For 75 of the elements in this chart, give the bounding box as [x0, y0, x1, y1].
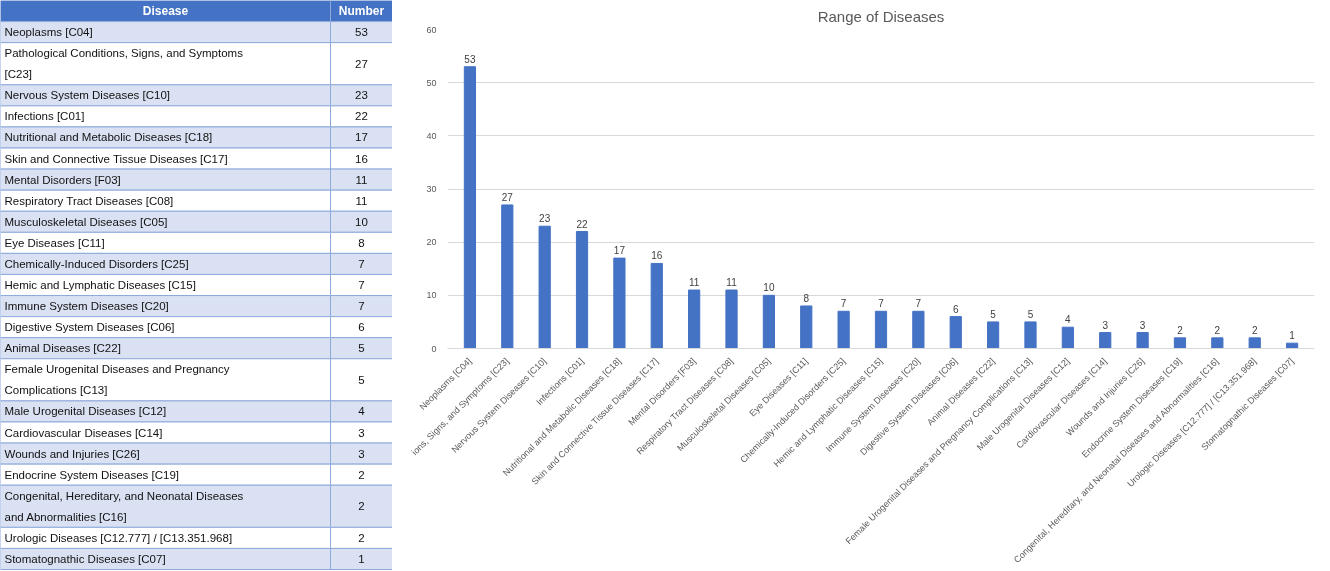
- y-tick-label: 10: [426, 290, 437, 301]
- data-label: 7: [358, 257, 365, 270]
- data-label: 5: [990, 308, 997, 320]
- data-label: 53: [355, 26, 368, 39]
- data-label: 22: [576, 218, 589, 230]
- category-label: Immune System Diseases [C20]: [4, 300, 169, 313]
- category-label: Respiratory Tract Diseases [C08]: [4, 194, 174, 207]
- data-label: 2: [358, 531, 365, 544]
- data-label: 2: [1251, 324, 1258, 336]
- data-label: 7: [840, 298, 847, 310]
- category-label: Musculoskeletal Diseases [C05]: [4, 215, 168, 228]
- category-label: Nutritional and Metabolic Diseases [C18]: [4, 131, 213, 144]
- category-label: Eye Diseases [C11]: [4, 236, 105, 249]
- data-label: 23: [539, 213, 551, 225]
- y-tick-label: 50: [426, 77, 437, 88]
- data-label: 3: [358, 426, 365, 439]
- y-tick-label: 20: [426, 237, 437, 248]
- data-label: 27: [501, 191, 514, 203]
- category-label: Stomatognathic Diseases [C07]: [4, 552, 166, 565]
- data-label: 6: [358, 321, 365, 334]
- category-label: Neoplasms [C04]: [4, 26, 93, 39]
- category-label: Skin and Connective Tissue Diseases [C17]: [4, 152, 228, 165]
- data-label: 53: [464, 53, 476, 65]
- data-label: 2: [1177, 324, 1184, 336]
- data-label: 11: [355, 194, 368, 207]
- data-label: 17: [355, 131, 368, 144]
- data-label: 8: [358, 236, 365, 249]
- category-label: Infections [C01]: [4, 110, 85, 123]
- data-label: 5: [1027, 308, 1034, 320]
- y-tick-label: 60: [426, 24, 437, 35]
- data-label: 3: [1139, 319, 1146, 331]
- category-label: Digestive System Diseases [C06]: [4, 321, 175, 334]
- text: Number: [338, 4, 385, 19]
- data-label: 3: [1102, 319, 1109, 331]
- category-label: Animal Diseases [C22]: [4, 342, 121, 355]
- data-label: 10: [355, 215, 368, 228]
- data-label: 7: [915, 298, 922, 310]
- data-label: 22: [355, 110, 368, 123]
- data-label: 16: [651, 250, 663, 262]
- data-label: 2: [358, 500, 365, 513]
- data-label: 23: [355, 89, 368, 102]
- data-label: 2: [1214, 324, 1221, 336]
- y-tick-label: 30: [426, 184, 437, 194]
- data-label: 5: [358, 373, 365, 386]
- data-label: 8: [803, 292, 810, 304]
- y-tick-label: 40: [426, 130, 437, 141]
- y-tick-label: 0: [431, 343, 437, 354]
- data-label: 11: [726, 277, 738, 289]
- category-label: Nervous System Diseases [C10]: [4, 89, 171, 102]
- category-label: Hemic and Lymphatic Diseases [C15]: [4, 279, 196, 291]
- data-label: 4: [358, 405, 366, 418]
- data-label: 6: [952, 303, 959, 315]
- category-label: Mental Disorders [F03]: [4, 173, 121, 186]
- data-label: 1: [358, 552, 365, 565]
- category-label: Pathological Conditions, Signs, and Symptoms [C23]: [4, 47, 244, 81]
- data-label: 3: [358, 447, 365, 460]
- category-label: Urologic Diseases [C12.777] / [C13.351.968]: [4, 531, 233, 544]
- text: Disease: [142, 4, 189, 19]
- data-label: 27: [355, 57, 368, 70]
- data-label: 11: [355, 173, 368, 186]
- category-label: Congenital, Hereditary, and Neonatal Diseases and Abnormalities [C16]: [4, 489, 244, 523]
- data-label: 5: [358, 342, 365, 355]
- data-label: 4: [1065, 314, 1072, 326]
- data-label: 10: [763, 282, 775, 294]
- data-label: 16: [355, 152, 368, 165]
- data-label: 2: [358, 468, 365, 481]
- data-label: 7: [878, 298, 885, 310]
- data-label: 7: [358, 300, 365, 313]
- data-label: 7: [358, 279, 365, 291]
- chart-title: Range of Diseases: [817, 7, 945, 25]
- data-label: 17: [613, 245, 626, 257]
- category-label: Chemically-Induced Disorders [C25]: [4, 257, 189, 270]
- data-label: 1: [1289, 330, 1296, 342]
- data-label: 11: [688, 277, 700, 289]
- category-label: Cardiovascular Diseases [C14]: [4, 426, 163, 439]
